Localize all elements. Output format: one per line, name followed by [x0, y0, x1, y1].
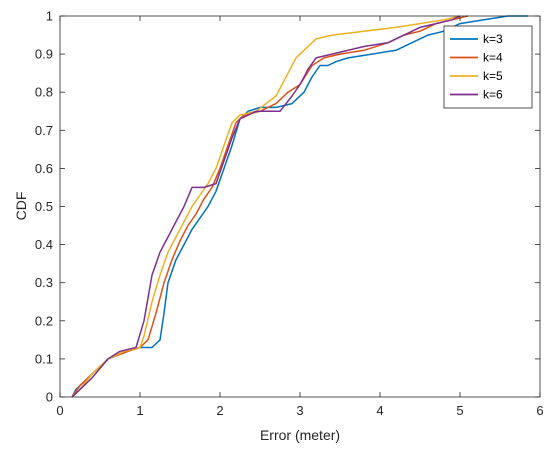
y-tick-label: 1 [46, 9, 53, 24]
x-tick-label: 0 [56, 403, 63, 418]
y-tick-label: 0.1 [35, 351, 53, 366]
y-axis-label: CDF [13, 192, 29, 221]
y-tick-label: 0.2 [35, 313, 53, 328]
x-axis-label: Error (meter) [260, 427, 340, 443]
x-tick-label: 2 [216, 403, 223, 418]
legend-label-k=3: k=3 [483, 32, 503, 46]
y-tick-label: 0 [46, 390, 53, 405]
y-tick-label: 0.9 [35, 47, 53, 62]
series-line-k=6 [71, 15, 461, 398]
x-tick-label: 6 [536, 403, 543, 418]
ticks-group: 0 1 2 3 4 5 6 0 0.1 0.2 0.3 0.4 0.5 0.6 0.7 0.8 0.9 1 [35, 9, 544, 419]
legend-label-k=6: k=6 [483, 88, 503, 102]
y-tick-label: 0.8 [35, 85, 53, 100]
legend-label-k=5: k=5 [483, 69, 503, 83]
y-tick-label: 0.6 [35, 161, 53, 176]
legend-label-k=4: k=4 [483, 51, 503, 65]
x-tick-label: 4 [376, 403, 383, 418]
y-tick-label: 0.3 [35, 275, 53, 290]
y-tick-label: 0.4 [35, 237, 53, 252]
y-tick-label: 0.5 [35, 199, 53, 214]
series-line-k=4 [71, 15, 469, 398]
x-tick-label: 1 [136, 403, 143, 418]
legend: k=3 k=4 k=5 k=6 [443, 25, 533, 109]
y-tick-label: 0.7 [35, 123, 53, 138]
x-tick-label: 5 [456, 403, 463, 418]
series-line-k=5 [71, 15, 461, 398]
x-tick-label: 3 [296, 403, 303, 418]
series-group [71, 15, 528, 398]
